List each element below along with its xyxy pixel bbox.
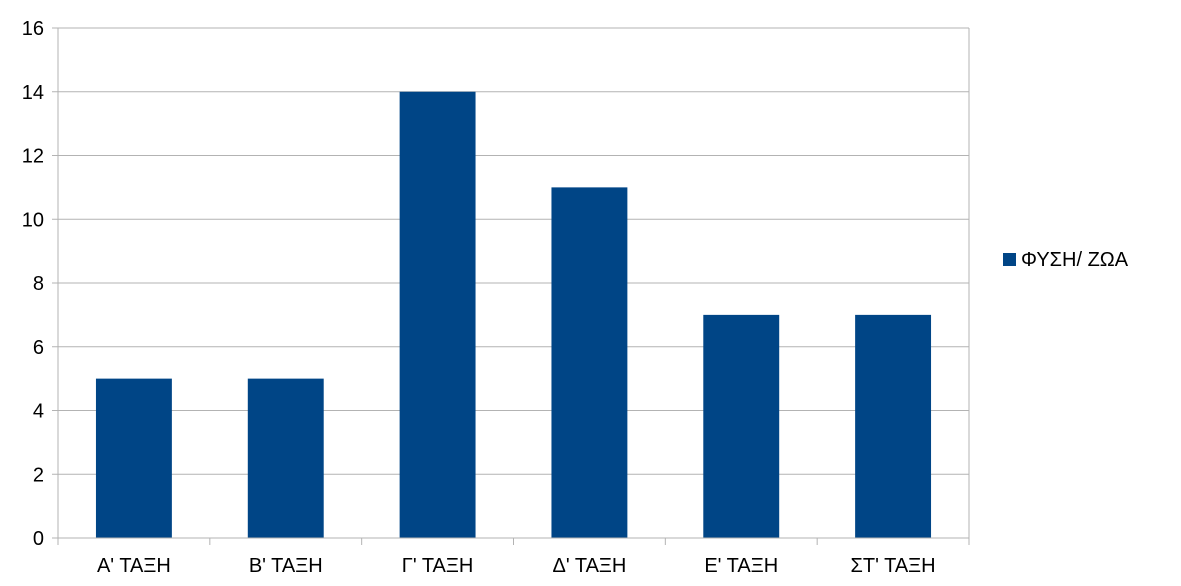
bar xyxy=(551,187,628,538)
bar xyxy=(95,378,172,538)
x-tick-label: Ε' ΤΑΞΗ xyxy=(704,555,778,577)
bars xyxy=(95,91,932,538)
bar xyxy=(247,378,324,538)
y-axis-ticks: 0 2 4 6 8 10 12 14 16 xyxy=(22,18,58,550)
x-tick-label: Δ' ΤΑΞΗ xyxy=(552,555,626,577)
bar xyxy=(855,314,932,538)
x-tick-label: Α' ΤΑΞΗ xyxy=(97,555,171,577)
bar xyxy=(703,314,780,538)
x-tick-label: Γ' ΤΑΞΗ xyxy=(402,555,474,577)
gridlines xyxy=(58,27,970,539)
y-tick-label: 4 xyxy=(33,401,44,423)
y-tick-label: 10 xyxy=(22,209,44,231)
x-axis-ticks: Α' ΤΑΞΗ Β' ΤΑΞΗ Γ' ΤΑΞΗ Δ' ΤΑΞΗ Ε' ΤΑΞΗ ΣΤ' Τ… xyxy=(57,538,970,577)
y-tick-label: 12 xyxy=(22,146,44,168)
legend-label: ΦΥΣΗ/ ΖΩΑ xyxy=(1021,249,1129,271)
y-tick-label: 16 xyxy=(22,18,44,40)
y-tick-label: 2 xyxy=(33,464,44,486)
y-tick-label: 14 xyxy=(22,82,44,104)
y-tick-label: 8 xyxy=(33,273,44,295)
x-tick-label: ΣΤ' ΤΑΞΗ xyxy=(851,555,936,577)
legend-swatch xyxy=(1003,253,1016,266)
y-tick-label: 6 xyxy=(33,337,44,359)
legend: ΦΥΣΗ/ ΖΩΑ xyxy=(1003,249,1129,271)
bar xyxy=(399,91,476,538)
x-tick-label: Β' ΤΑΞΗ xyxy=(249,555,323,577)
y-tick-label: 0 xyxy=(33,528,44,550)
